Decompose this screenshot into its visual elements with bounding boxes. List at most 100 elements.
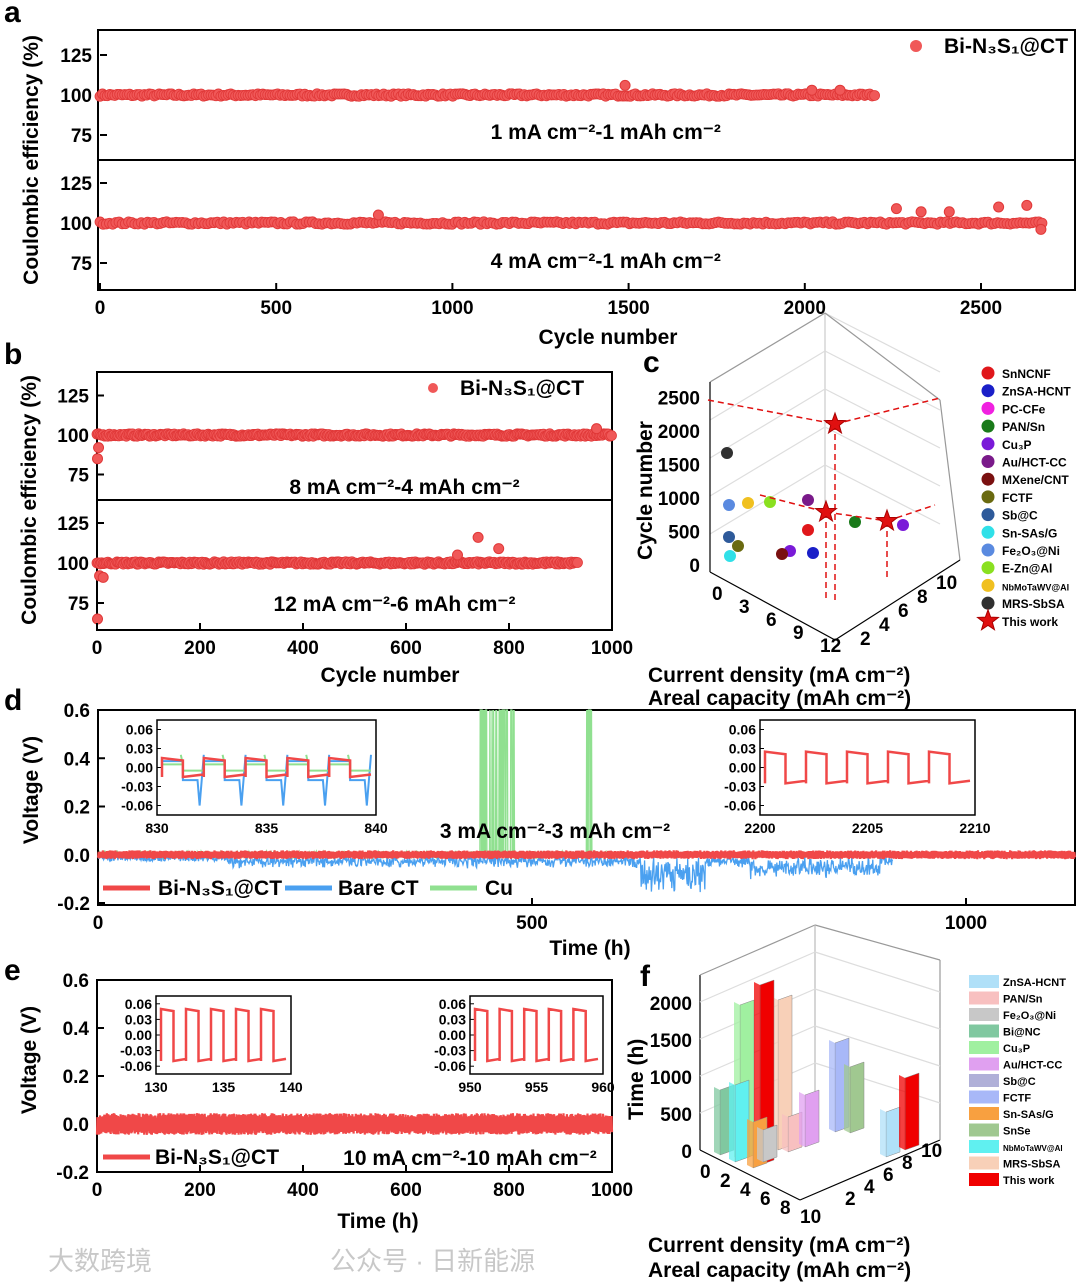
inset-y-tick-label: -0.03 — [724, 779, 756, 795]
y-tick-label: -0.2 — [57, 894, 90, 915]
z-tick-label: 1000 — [658, 489, 700, 510]
y-tick-label: 4 — [879, 615, 890, 636]
inset-series-bi-n3s1-ct — [763, 750, 971, 785]
y-tick-label: 6 — [883, 1165, 894, 1186]
x-tick-label: 0 — [92, 638, 103, 659]
y-tick-label: 0.0 — [63, 1115, 89, 1136]
y-tick-label: 2 — [860, 629, 871, 650]
bar-side — [844, 1064, 850, 1133]
data-point-outlier — [834, 84, 846, 96]
legend-swatch — [969, 1107, 999, 1120]
axis-line — [759, 494, 827, 513]
panel-label-c: c — [643, 346, 660, 379]
legend-label: NbMoTaWV@Al — [1002, 582, 1069, 592]
inset-x-tick-label: 840 — [364, 820, 388, 836]
bar-side — [829, 1040, 835, 1132]
bar-side — [729, 1082, 735, 1162]
x-tick-label: 600 — [390, 1180, 422, 1201]
this-work-star — [814, 499, 838, 523]
bar — [804, 1089, 820, 1148]
x-tick-label: 1000 — [431, 298, 473, 319]
y-tick-label: 100 — [60, 214, 92, 235]
legend-marker — [981, 561, 995, 575]
x-tick-label: 2500 — [960, 298, 1002, 319]
x-tick-label: 6 — [760, 1189, 771, 1210]
y-tick-label: 8 — [917, 587, 928, 608]
z-axis-title: Cycle number — [634, 421, 657, 560]
chart-c — [707, 312, 1000, 641]
bar — [885, 1106, 901, 1158]
legend-swatch — [969, 1008, 999, 1021]
axis-line — [707, 399, 836, 425]
axis-line — [825, 511, 888, 522]
legend-label: Sb@C — [1002, 509, 1038, 523]
y-axis-title: Coulombic efficiency (%) — [18, 375, 41, 625]
inset-y-tick-label: 0.06 — [125, 996, 152, 1012]
axis-line — [939, 399, 961, 561]
y-tick-label: 6 — [898, 601, 909, 622]
data-point-au-hct-cc — [802, 494, 814, 506]
x-tick-label: 200 — [184, 1180, 216, 1201]
bar-side — [899, 1075, 905, 1150]
legend-swatch — [969, 1041, 999, 1054]
data-point-fctf — [732, 540, 744, 552]
data-point-outlier — [97, 571, 109, 583]
legend-label: Au/HCT-CC — [1003, 1060, 1062, 1072]
chart-e — [95, 979, 614, 1173]
legend-marker — [981, 472, 995, 486]
x-tick-label: 1500 — [607, 298, 649, 319]
axis-line — [824, 312, 941, 401]
inset-y-tick-label: -0.06 — [724, 798, 756, 814]
y-tick-label: 125 — [57, 514, 89, 535]
legend-label: This work — [1002, 615, 1058, 629]
chart-f — [699, 924, 999, 1201]
z-tick-label: 1000 — [650, 1068, 692, 1089]
series-bi-n3s1-ct — [94, 79, 880, 102]
data-point-outlier — [452, 549, 463, 561]
inset-y-tick-label: -0.06 — [120, 1058, 152, 1074]
axis-line — [824, 350, 941, 411]
inset-plot — [156, 719, 377, 816]
axis-line — [799, 1139, 941, 1201]
y-axis-title: Voltage (V) — [18, 1006, 41, 1114]
data-point-outlier — [1021, 199, 1033, 211]
legend-label: Sn-SAs/G — [1003, 1109, 1054, 1121]
legend-label: PAN/Sn — [1002, 420, 1045, 434]
legend-marker — [910, 40, 922, 52]
legend-swatch — [969, 1090, 999, 1104]
condition-label: 4 mA cm⁻²-1 mAh cm⁻² — [491, 250, 721, 273]
y-tick-label: 125 — [60, 46, 92, 67]
legend-marker — [981, 384, 995, 398]
legend-marker — [981, 596, 995, 610]
axis-line — [709, 388, 826, 459]
axis-line — [709, 350, 826, 421]
series-bi-n3s1-ct — [94, 199, 1048, 235]
z-tick-label: 500 — [660, 1105, 692, 1126]
data-point-outlier — [472, 531, 484, 543]
y-tick-label: 10 — [921, 1141, 942, 1162]
y-axis-title: Coulombic efficiency (%) — [20, 35, 43, 285]
axis-line — [709, 312, 826, 383]
inset-y-tick-label: 0.00 — [439, 1027, 466, 1043]
y-tick-label: 0.4 — [63, 1019, 90, 1040]
inset-y-tick-label: -0.03 — [121, 779, 153, 795]
x-tick-label: 800 — [493, 1180, 525, 1201]
y-tick-label: 75 — [68, 466, 90, 487]
axis-line — [824, 464, 941, 525]
data-point — [869, 90, 880, 101]
legend-label: Cu₃P — [1002, 438, 1032, 452]
legend-swatch — [969, 1156, 999, 1170]
x-tick-label: 400 — [287, 1180, 319, 1201]
legend-label: MRS-SbSA — [1003, 1159, 1061, 1171]
series-bare-ct — [97, 852, 894, 893]
data-point-outlier — [943, 206, 955, 218]
y-tick-label: 125 — [60, 174, 92, 195]
data-point — [606, 430, 617, 441]
data-point-sb-c — [723, 531, 735, 543]
legend-label: MXene/CNT — [1002, 473, 1069, 487]
data-point-snncnf — [802, 524, 814, 536]
inset-series-bi-n3s1-ct — [159, 1007, 287, 1063]
legend-label: Cu₃P — [1003, 1043, 1030, 1055]
